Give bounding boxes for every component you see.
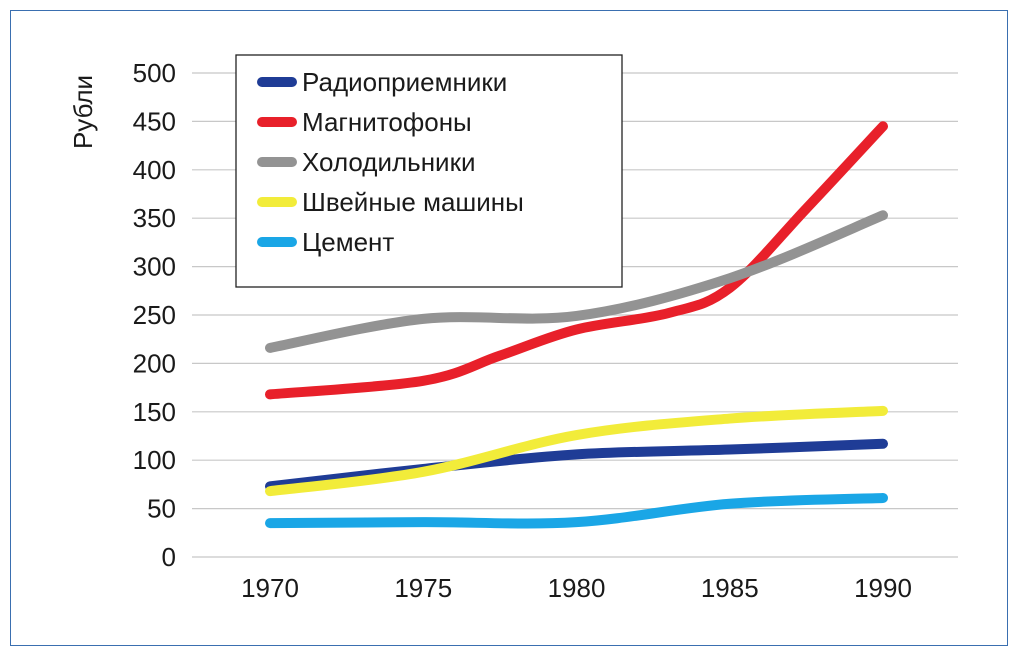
series-lines xyxy=(265,121,888,529)
y-tick-label: 100 xyxy=(133,445,176,475)
series-line-5 xyxy=(265,492,888,529)
x-tick-label: 1975 xyxy=(394,573,452,603)
y-tick-label: 350 xyxy=(133,203,176,233)
x-tick-label: 1970 xyxy=(241,573,299,603)
y-axis-label: Рубли xyxy=(68,75,98,149)
legend-label: Цемент xyxy=(302,227,394,257)
x-tick-labels: 1970 1975 1980 1985 1990 xyxy=(241,573,912,603)
legend-label: Холодильники xyxy=(302,147,475,177)
legend-label: Магнитофоны xyxy=(302,107,472,137)
legend: Радиоприемники Магнитофоны Холодильники Шве… xyxy=(235,54,623,288)
series-line-3 xyxy=(265,210,888,353)
y-tick-label: 200 xyxy=(133,348,176,378)
y-tick-label: 450 xyxy=(133,106,176,136)
x-tick-label: 1985 xyxy=(701,573,759,603)
x-tick-label: 1980 xyxy=(548,573,606,603)
y-tick-label: 50 xyxy=(147,494,176,524)
x-tick-label: 1990 xyxy=(854,573,912,603)
y-tick-label: 150 xyxy=(133,397,176,427)
y-tick-label: 500 xyxy=(133,58,176,88)
y-tick-labels: 0 50 100 150 200 250 300 350 400 450 500 xyxy=(133,58,176,572)
legend-label: Радиоприемники xyxy=(302,67,507,97)
series-line-2 xyxy=(265,121,888,400)
series-line-4 xyxy=(265,405,888,497)
legend-label: Швейные машины xyxy=(302,187,524,217)
legend-box xyxy=(235,54,623,288)
y-tick-label: 300 xyxy=(133,252,176,282)
y-tick-label: 250 xyxy=(133,300,176,330)
y-tick-label: 400 xyxy=(133,155,176,185)
y-tick-label: 0 xyxy=(162,542,176,572)
